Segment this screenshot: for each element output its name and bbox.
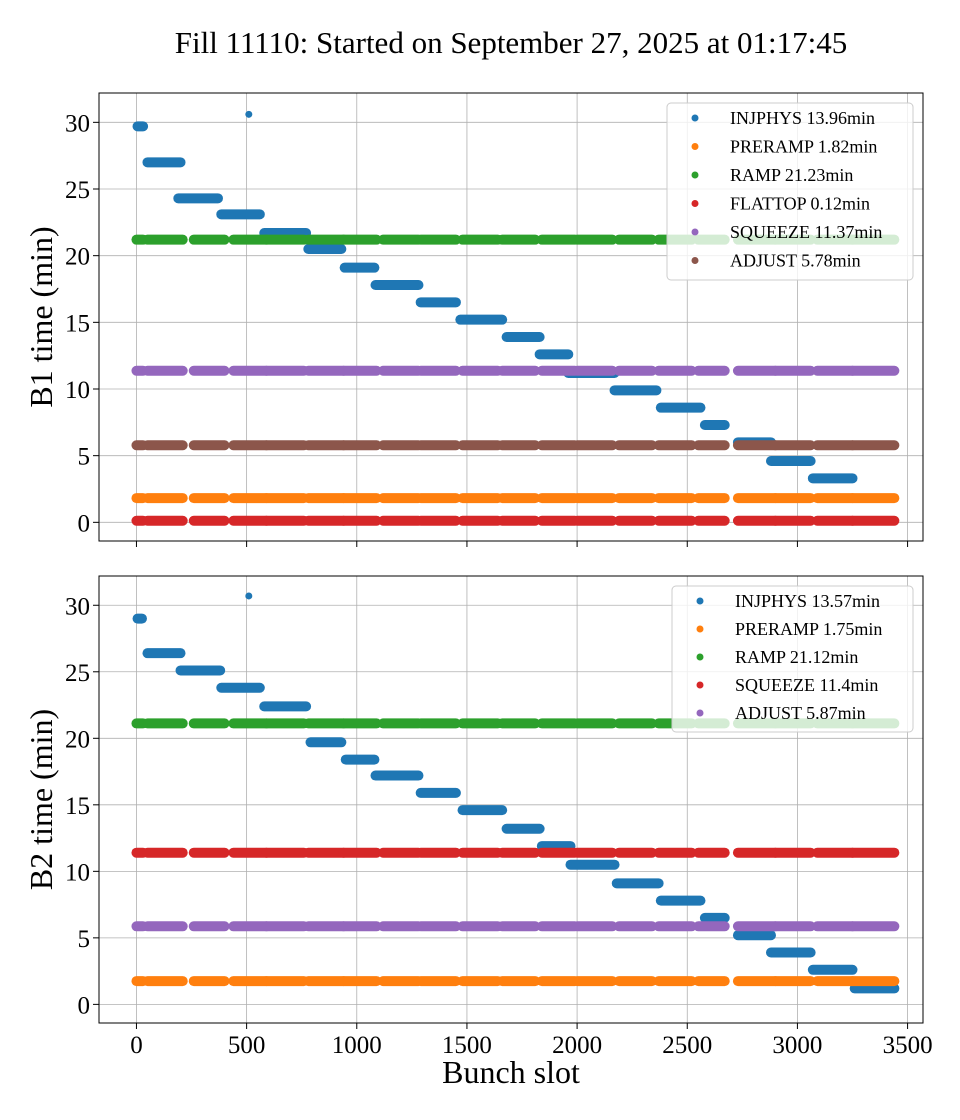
y-axis-label: B1 time (min) xyxy=(23,226,59,407)
y-tick-label: 25 xyxy=(65,660,90,687)
figure-title: Fill 11110: Started on September 27, 202… xyxy=(175,25,847,60)
plot-frame xyxy=(98,92,924,542)
legend-entry: PRERAMP 1.75min xyxy=(735,619,882,639)
b1-panel: 0 5 10 15 20 25 30 B1 time (min) INJPHYS 13.96mi… xyxy=(23,92,924,547)
legend-entry: ADJUST 5.78min xyxy=(730,251,861,271)
y-tick-label: 30 xyxy=(65,593,90,620)
legend-marker xyxy=(696,653,704,661)
legend: INJPHYS 13.57min PRERAMP 1.75min RAMP 21.1… xyxy=(671,585,914,733)
legend-marker xyxy=(691,228,699,236)
x-axis-label: Bunch slot xyxy=(442,1054,580,1090)
x-tick-label: 3500 xyxy=(883,1032,933,1059)
x-tick-label: 500 xyxy=(228,1032,266,1059)
data-point xyxy=(245,592,253,600)
y-tick-label: 20 xyxy=(65,244,90,271)
y-tick-label: 15 xyxy=(65,310,90,337)
b2-panel: 0 500 1000 1500 2000 2500 3000 3500 0 5 10 15 20 25 30… xyxy=(23,575,933,1090)
series-injphys xyxy=(132,110,858,484)
legend-entry: RAMP 21.12min xyxy=(735,647,858,667)
y-tick-label: 10 xyxy=(65,377,90,404)
legend-entry: FLATTOP 0.12min xyxy=(730,194,870,214)
y-tick-label: 5 xyxy=(78,444,91,471)
x-tick-label: 2500 xyxy=(662,1032,712,1059)
legend: INJPHYS 13.96min PRERAMP 1.82min RAMP 21.2… xyxy=(666,102,914,281)
legend-marker xyxy=(691,200,699,207)
legend-marker xyxy=(696,681,704,689)
legend-box xyxy=(666,102,914,281)
y-tick-label: 25 xyxy=(65,177,90,204)
plot-frame xyxy=(98,575,924,1024)
legend-marker xyxy=(696,597,704,605)
y-tick-label: 5 xyxy=(78,926,91,953)
x-tick-label: 2000 xyxy=(552,1032,602,1059)
series-injphys xyxy=(132,592,900,994)
x-tick-label: 0 xyxy=(130,1032,143,1059)
y-tick-label: 15 xyxy=(65,793,90,820)
y-tick-label: 30 xyxy=(65,110,90,137)
data-point xyxy=(245,110,253,118)
legend-marker xyxy=(691,257,699,264)
legend-entry: INJPHYS 13.57min xyxy=(735,591,880,611)
legend-entry: INJPHYS 13.96min xyxy=(730,108,875,128)
x-tick-label: 1000 xyxy=(332,1032,382,1059)
legend-marker xyxy=(696,625,704,633)
legend-marker xyxy=(691,114,699,122)
y-tick-label: 20 xyxy=(65,726,90,753)
x-tick-label: 1500 xyxy=(442,1032,492,1059)
legend-entry: SQUEEZE 11.37min xyxy=(730,222,882,242)
y-tick-label: 0 xyxy=(78,510,91,537)
legend-entry: ADJUST 5.87min xyxy=(735,703,866,723)
y-tick-label: 0 xyxy=(78,992,91,1019)
legend-entry: PRERAMP 1.82min xyxy=(730,137,877,157)
legend-marker xyxy=(691,143,699,150)
legend-box xyxy=(671,585,914,733)
x-tick-label: 3000 xyxy=(772,1032,822,1059)
legend-marker xyxy=(696,709,704,717)
legend-entry: RAMP 21.23min xyxy=(730,165,853,185)
legend-entry: SQUEEZE 11.4min xyxy=(735,675,878,695)
legend-marker xyxy=(691,171,699,179)
y-tick-label: 10 xyxy=(65,859,90,886)
y-axis-label: B2 time (min) xyxy=(23,709,59,890)
